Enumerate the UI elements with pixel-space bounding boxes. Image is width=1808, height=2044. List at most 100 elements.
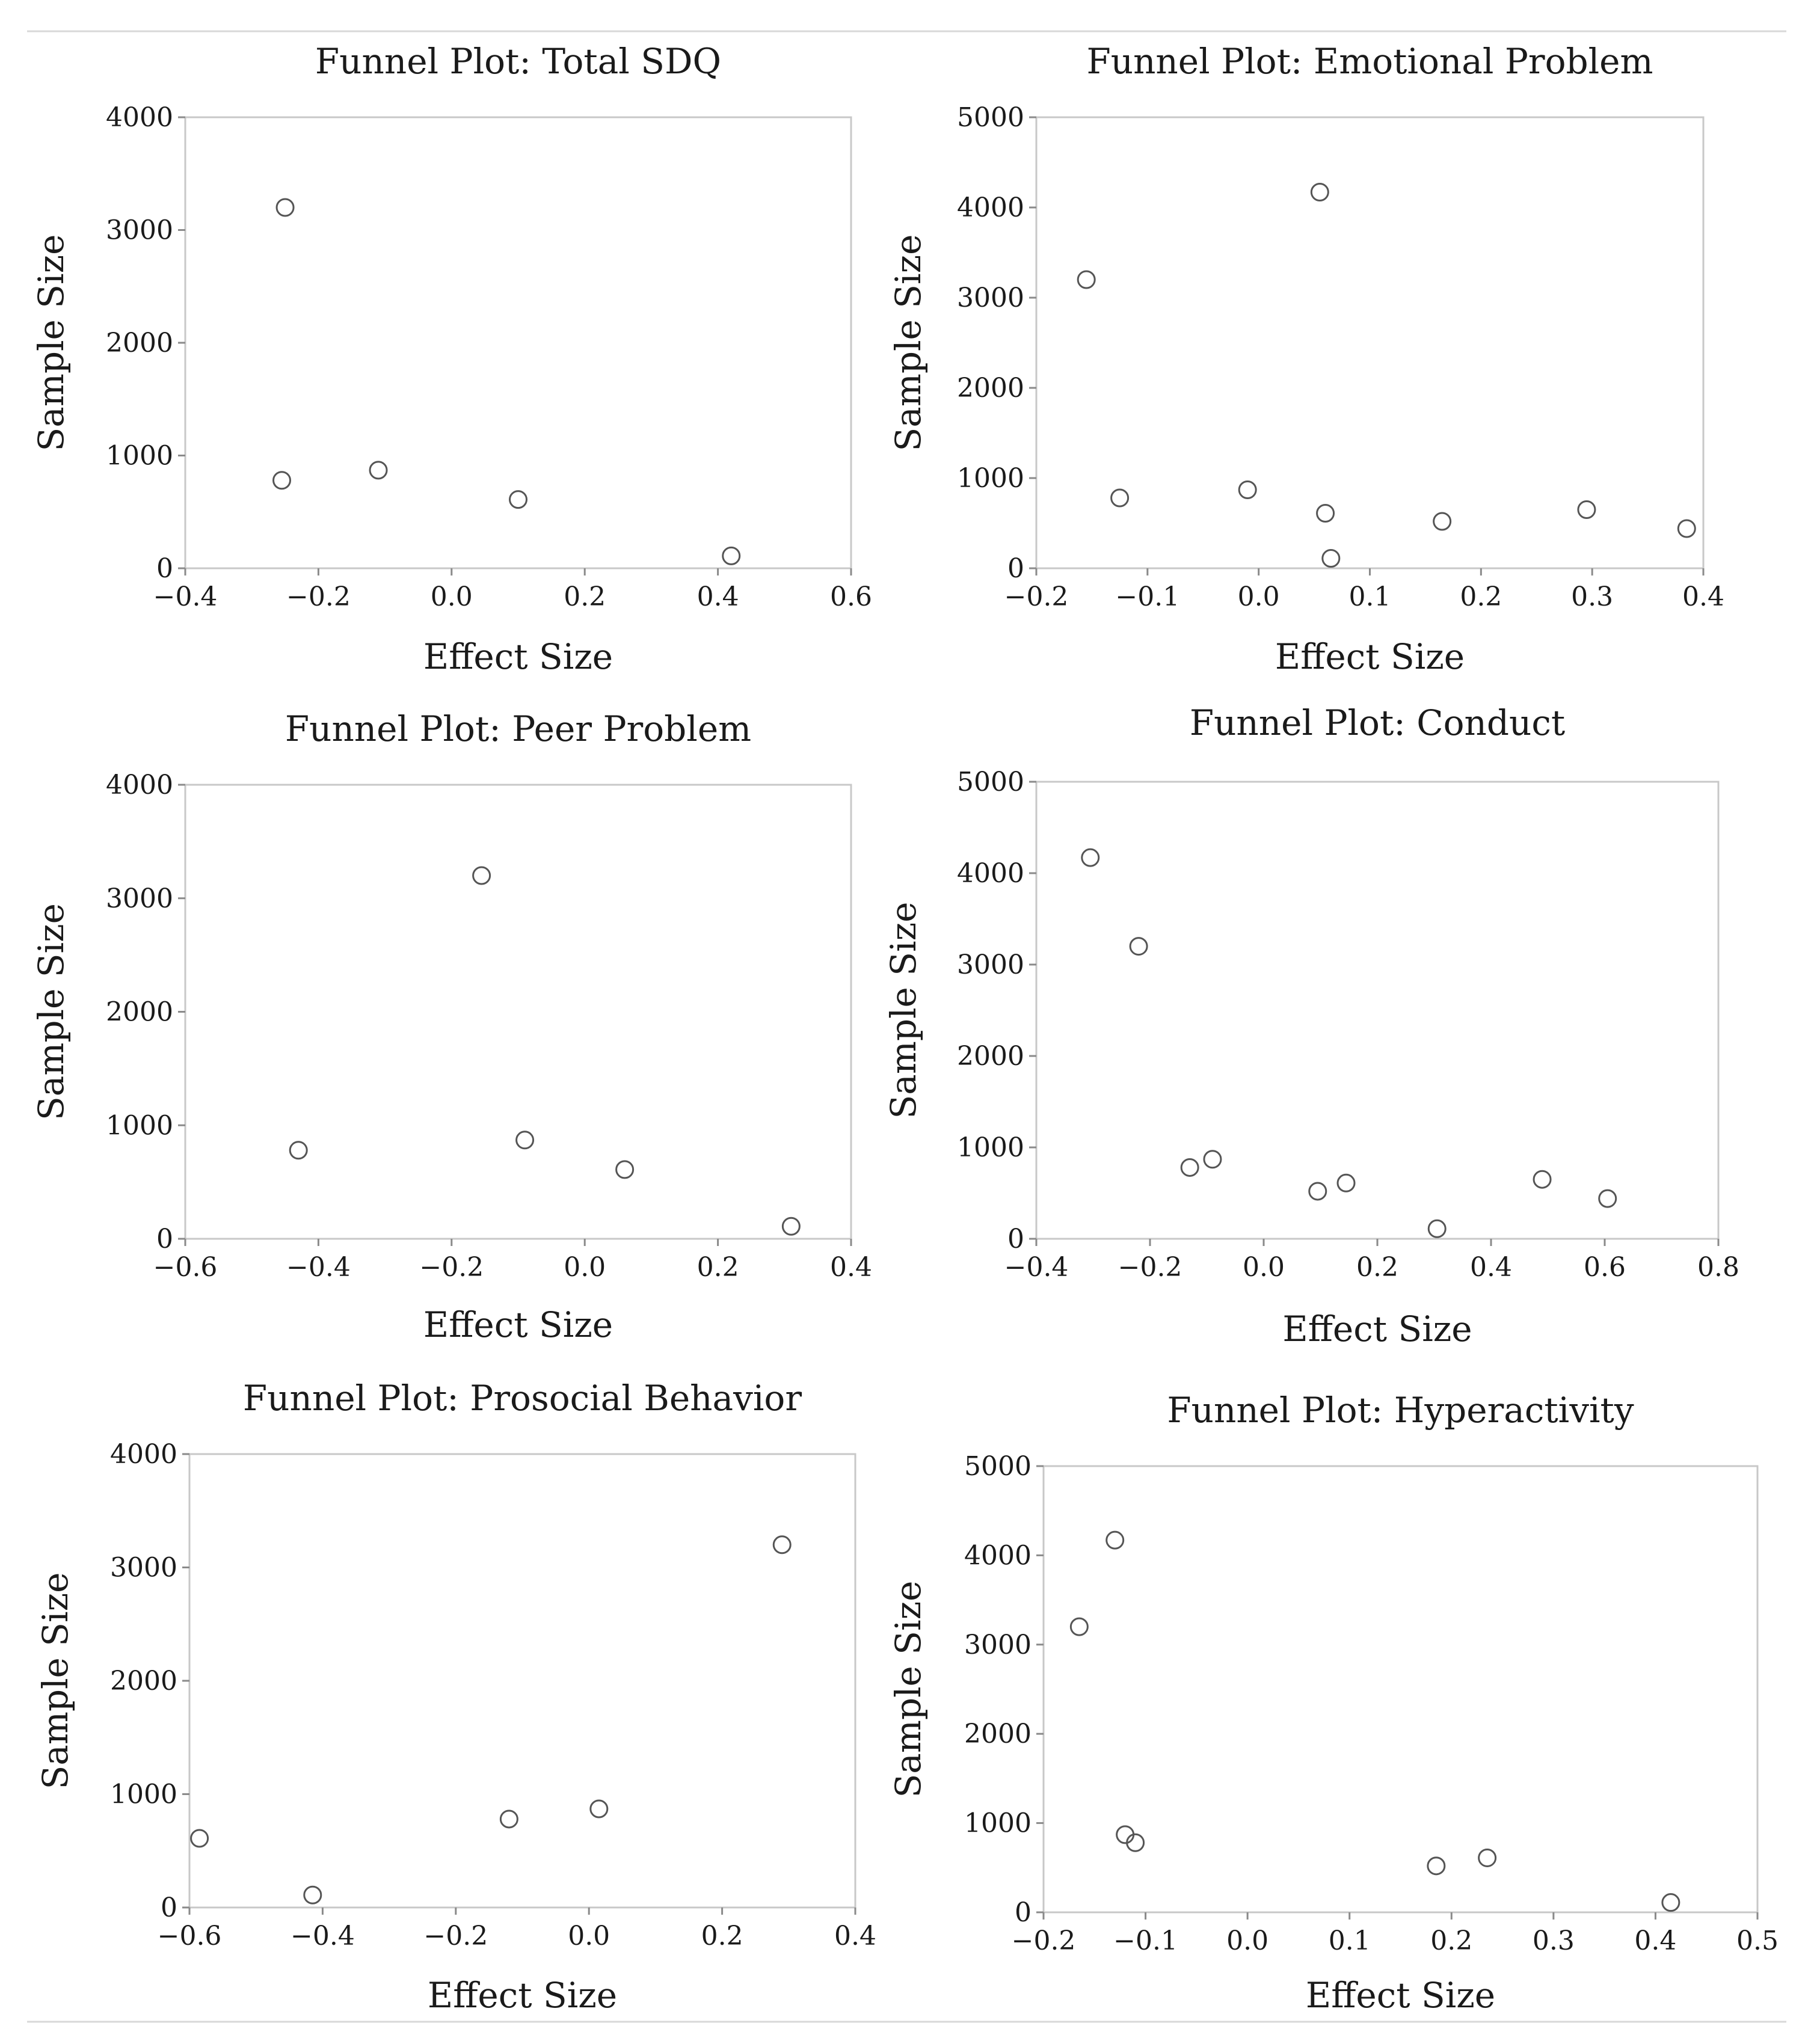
data-point [1677, 519, 1696, 538]
x-tick-label: 0.6 [1584, 1252, 1626, 1283]
x-tick-label: 0.2 [697, 1252, 739, 1283]
funnel-plot-panel: Funnel Plot: Prosocial Behavior −0.6 −0.4 −… [35, 1378, 876, 2016]
x-axis-label: Effect Size [1275, 636, 1465, 677]
x-tick-label: −0.2 [286, 582, 351, 612]
data-point [499, 1809, 518, 1829]
x-tick-label: 0.2 [701, 1921, 743, 1951]
data-point [1427, 1856, 1446, 1876]
y-axis-label: Sample Size [31, 235, 72, 452]
y-tick-label: 3000 [106, 215, 173, 246]
x-tick-label: 0.4 [1682, 582, 1724, 612]
data-point [1433, 512, 1452, 531]
y-tick-label: 0 [1007, 553, 1024, 584]
data-point [1336, 1173, 1356, 1192]
y-tick-label: 3000 [957, 283, 1024, 313]
data-point [1069, 1617, 1089, 1636]
x-tick-label: −0.1 [1115, 582, 1179, 612]
y-tick-label: 5000 [964, 1451, 1032, 1482]
x-tick-label: −0.2 [1012, 1926, 1076, 1956]
plot-frame [1035, 116, 1705, 569]
x-tick-label: −0.1 [1113, 1926, 1178, 1956]
y-tick-label: 1000 [106, 441, 173, 471]
data-point [1077, 270, 1096, 289]
data-point [1321, 549, 1341, 568]
data-point [1238, 480, 1257, 499]
y-tick-label: 2000 [106, 997, 173, 1028]
y-tick-label: 2000 [110, 1666, 177, 1696]
funnel-plot-panel: Funnel Plot: Emotional Problem −0.2 −0.1 0.… [888, 41, 1724, 677]
x-tick-label: −0.2 [419, 1252, 484, 1283]
x-tick-label: 0.2 [564, 582, 606, 612]
x-axis-label: Effect Size [423, 636, 613, 677]
data-point [289, 1141, 308, 1160]
x-tick-label: −0.4 [291, 1921, 355, 1951]
y-axis-label: Sample Size [888, 235, 929, 452]
y-axis-label: Sample Size [888, 1581, 929, 1798]
data-point [190, 1829, 209, 1848]
chart-title: Funnel Plot: Emotional Problem [1086, 41, 1653, 82]
x-tick-label: 0.3 [1533, 1926, 1575, 1956]
data-point [1203, 1150, 1222, 1169]
x-tick-label: 0.2 [1460, 582, 1502, 612]
x-tick-label: 0.1 [1349, 582, 1391, 612]
chart-title: Funnel Plot: Total SDQ [315, 41, 721, 82]
y-tick-label: 1000 [110, 1779, 177, 1810]
data-point [1478, 1848, 1497, 1867]
x-tick-label: 0.4 [1470, 1252, 1512, 1283]
y-tick-label: 1000 [957, 1132, 1024, 1163]
y-tick-label: 0 [1007, 1224, 1024, 1254]
data-point [272, 471, 292, 490]
data-point [509, 490, 527, 509]
x-tick-label: −0.2 [1118, 1252, 1182, 1283]
data-point [1180, 1158, 1199, 1177]
data-point [275, 198, 295, 217]
x-tick-label: −0.4 [153, 582, 218, 612]
data-point [1129, 937, 1148, 956]
data-point [1110, 488, 1130, 508]
y-tick-label: 4000 [110, 1439, 177, 1470]
x-tick-label: 0.0 [1238, 582, 1280, 612]
data-point [1316, 504, 1335, 523]
data-point [303, 1885, 322, 1904]
plot-frame [184, 116, 852, 569]
x-tick-label: 0.3 [1571, 582, 1613, 612]
data-point [772, 1535, 792, 1554]
y-tick-label: 4000 [957, 858, 1024, 889]
data-point [1577, 500, 1596, 519]
x-axis-label: Effect Size [1282, 1309, 1472, 1349]
x-tick-label: 0.8 [1697, 1252, 1739, 1283]
data-point [781, 1217, 801, 1236]
y-tick-label: 2000 [106, 328, 173, 358]
chart-title: Funnel Plot: Peer Problem [285, 708, 751, 749]
x-tick-label: −0.6 [158, 1921, 222, 1951]
chart-title: Funnel Plot: Conduct [1190, 702, 1565, 743]
x-tick-label: −0.4 [286, 1252, 351, 1283]
plot-frame [1042, 1465, 1759, 1914]
chart-title: Funnel Plot: Prosocial Behavior [243, 1378, 802, 1419]
x-tick-label: 0.4 [1634, 1926, 1676, 1956]
y-tick-label: 3000 [964, 1630, 1032, 1660]
data-point [1081, 848, 1100, 867]
data-point [589, 1799, 609, 1818]
data-point [1661, 1893, 1680, 1912]
x-tick-label: 0.0 [564, 1252, 606, 1283]
x-axis-label: Effect Size [423, 1304, 613, 1345]
y-tick-label: 3000 [110, 1553, 177, 1583]
data-point [1533, 1170, 1552, 1189]
data-point [369, 461, 388, 480]
y-tick-label: 0 [1015, 1897, 1032, 1928]
y-axis-label: Sample Size [31, 903, 72, 1120]
x-tick-label: −0.2 [423, 1921, 488, 1951]
y-tick-label: 3000 [106, 883, 173, 914]
funnel-plot-panel: Funnel Plot: Conduct −0.4 −0.2 0.0 0.2 0.4 0.6… [883, 702, 1739, 1349]
y-tick-label: 4000 [964, 1540, 1032, 1571]
y-tick-label: 4000 [106, 770, 173, 800]
data-point [472, 866, 491, 885]
y-tick-label: 1000 [106, 1110, 173, 1141]
funnel-plot-panel: Funnel Plot: Peer Problem −0.6 −0.4 −0.2 0.0… [31, 708, 872, 1345]
x-tick-label: −0.6 [153, 1252, 218, 1283]
x-tick-label: 0.4 [830, 1252, 872, 1283]
plot-frame [1035, 781, 1720, 1240]
data-point [1308, 1182, 1327, 1201]
